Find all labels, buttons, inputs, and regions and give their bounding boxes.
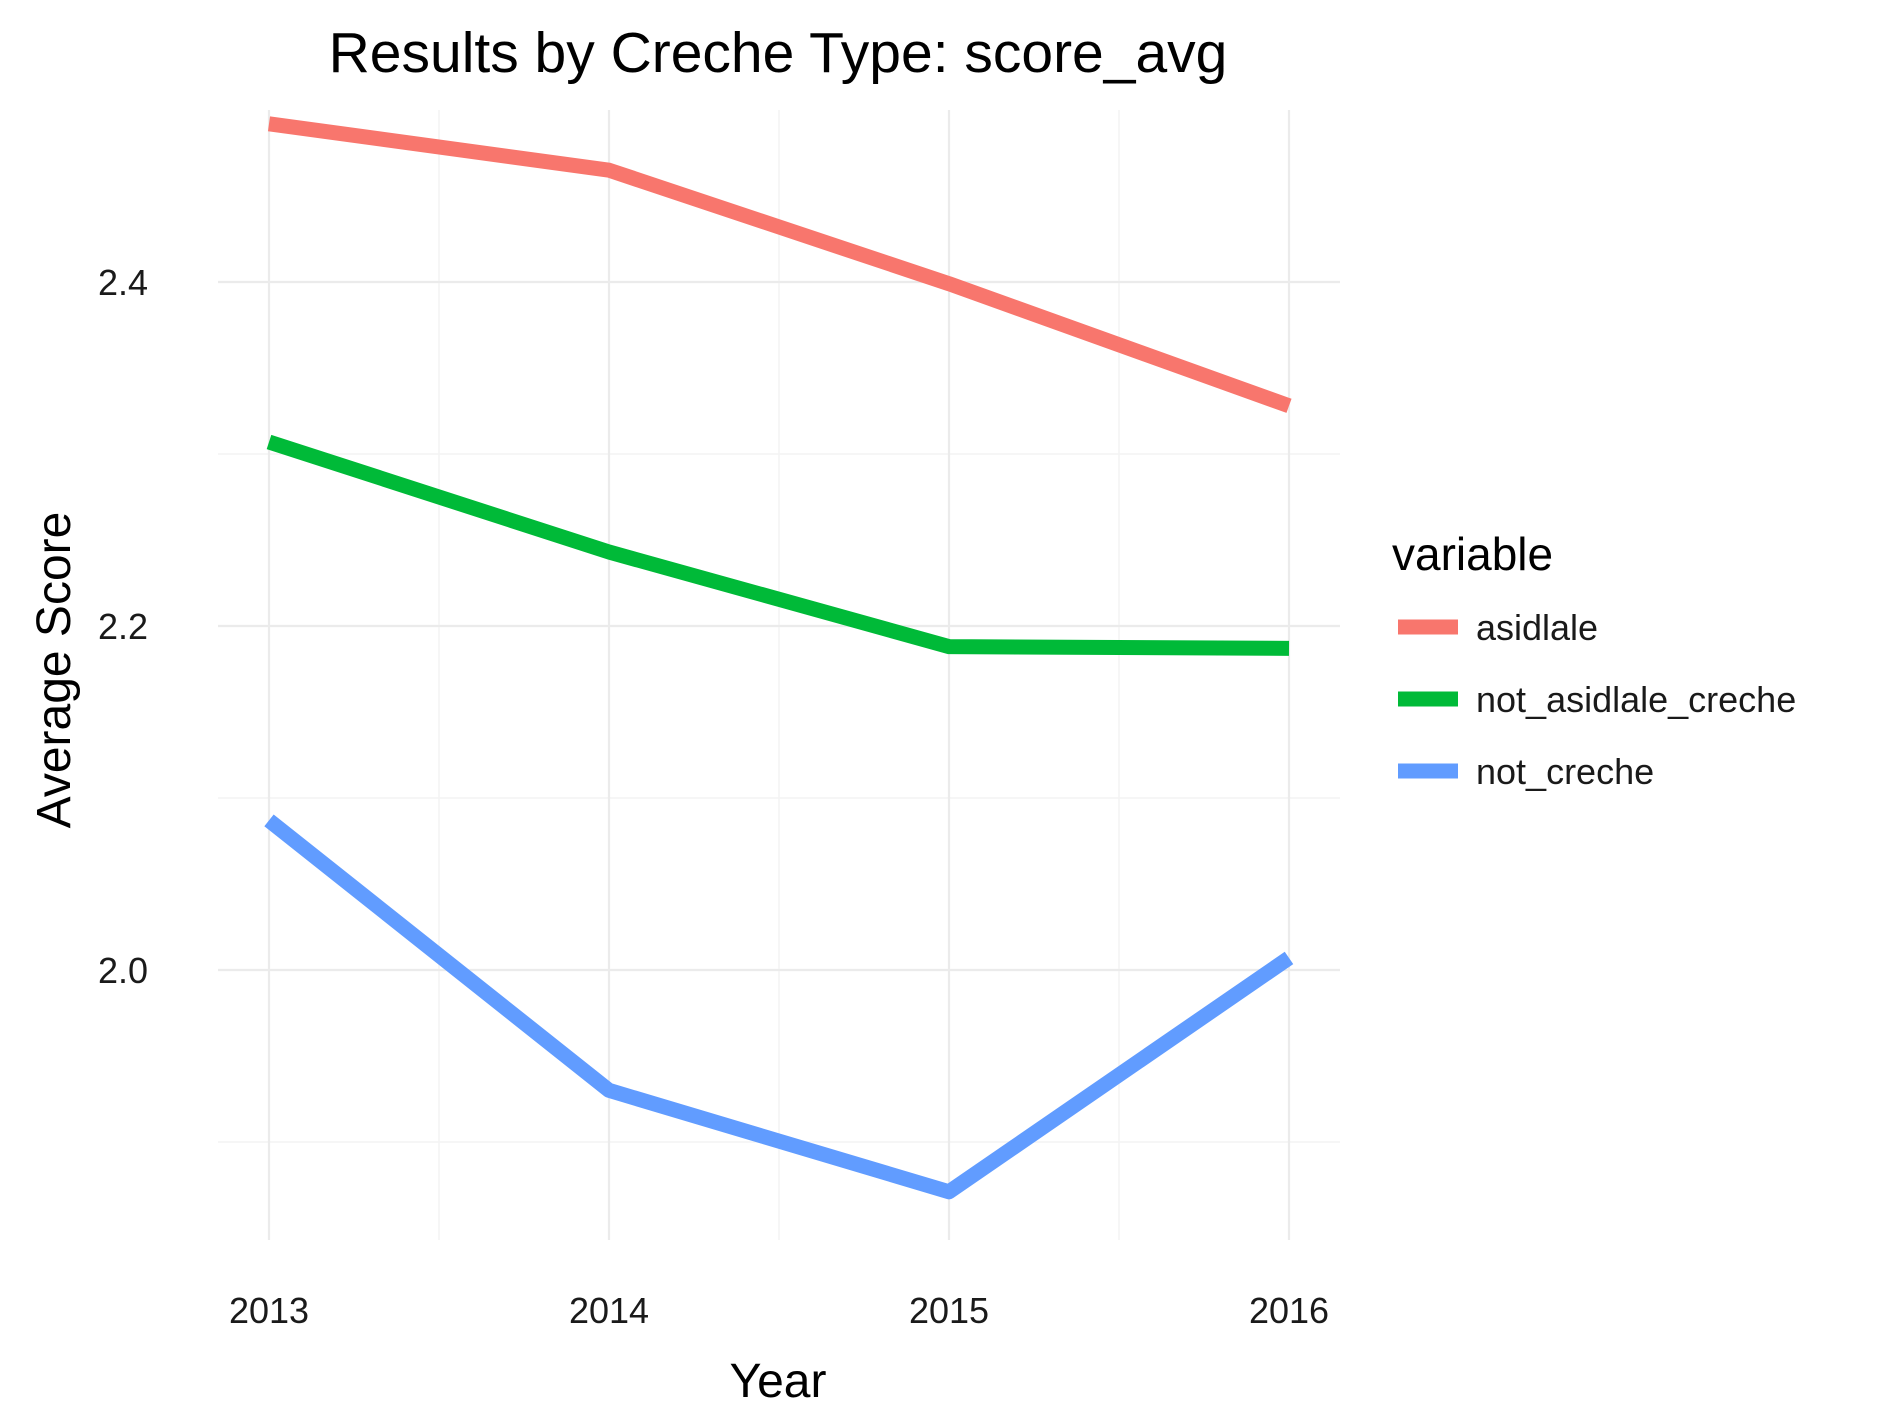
major-gridlines xyxy=(218,110,1340,1240)
legend: variable asidlale not_asidlale_creche not_… xyxy=(1392,528,1796,792)
legend-label-not-asidlale-creche: not_asidlale_creche xyxy=(1476,679,1796,720)
x-tick-label: 2014 xyxy=(569,1290,649,1331)
x-tick-label: 2013 xyxy=(229,1290,309,1331)
legend-items: asidlale not_asidlale_creche not_creche xyxy=(1398,607,1796,792)
legend-label-asidlale: asidlale xyxy=(1476,607,1598,648)
x-axis-ticks: 2013 2014 2015 2016 xyxy=(229,1290,1329,1331)
y-tick-label: 2.2 xyxy=(98,606,148,647)
x-tick-label: 2016 xyxy=(1249,1290,1329,1331)
series-lines xyxy=(264,116,1294,1200)
series-line-not-asidlale-creche xyxy=(266,434,1290,656)
minor-gridlines xyxy=(218,110,1340,1240)
y-tick-label: 2.0 xyxy=(98,950,148,991)
y-axis-title: Average Score xyxy=(28,512,81,829)
chart-title: Results by Creche Type: score_avg xyxy=(329,21,1228,85)
y-tick-label: 2.4 xyxy=(98,262,148,303)
x-tick-label: 2015 xyxy=(909,1290,989,1331)
legend-label-not-creche: not_creche xyxy=(1476,751,1654,792)
series-line-asidlale xyxy=(267,116,1292,413)
legend-title: variable xyxy=(1392,528,1553,580)
x-axis-title: Year xyxy=(730,1355,827,1408)
series-line-not-creche xyxy=(264,814,1294,1200)
y-axis-ticks: 2.0 2.2 2.4 xyxy=(98,262,148,991)
